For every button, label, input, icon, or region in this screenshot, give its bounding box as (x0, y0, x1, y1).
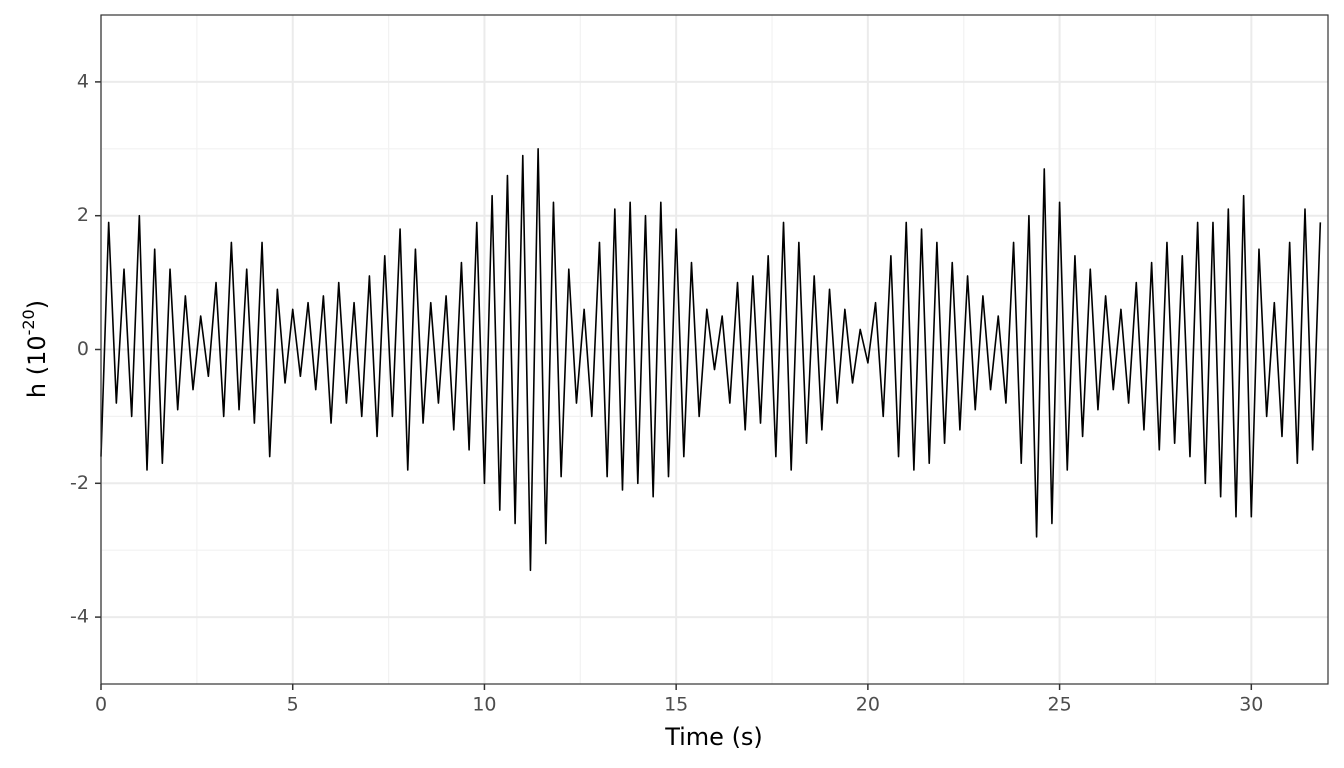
x-tick-label: 20 (856, 694, 880, 716)
x-tick-label: 15 (664, 694, 688, 716)
x-tick-label: 30 (1239, 694, 1263, 716)
y-tick-label: -2 (70, 472, 89, 494)
y-axis-title: h (10-20) (19, 300, 52, 398)
x-tick-label: 0 (95, 694, 107, 716)
x-tick-label: 10 (472, 694, 496, 716)
y-tick-label: 0 (77, 338, 89, 360)
y-axis-title-part: ) (23, 300, 51, 309)
signal-line (100, 148, 1322, 572)
y-tick-label: -4 (70, 606, 89, 628)
plot-border (100, 14, 1329, 685)
y-axis-title-part: h (10 (23, 335, 51, 398)
x-tick-label: 25 (1048, 694, 1072, 716)
x-axis-title: Time (s) (664, 723, 763, 751)
y-tick-label: 4 (77, 70, 89, 92)
y-axis-title-exponent: -20 (19, 309, 38, 335)
y-tick-label: 2 (77, 204, 89, 226)
x-tick-label: 5 (287, 694, 299, 716)
